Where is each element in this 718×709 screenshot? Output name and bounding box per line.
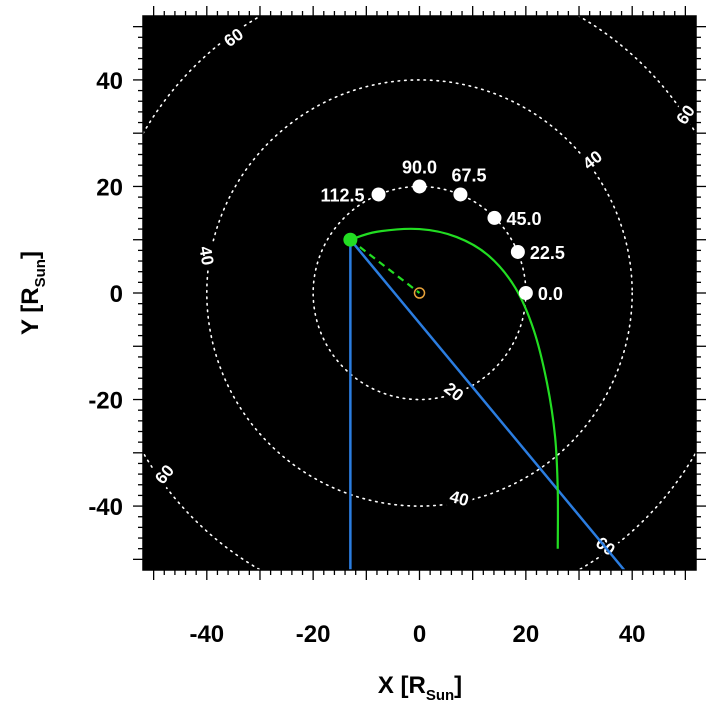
- y-tick-label: -40: [88, 494, 123, 521]
- contour-label-bg: [437, 375, 471, 408]
- data-point: [453, 187, 468, 202]
- blue-line-2: [349, 238, 626, 570]
- y-tick-label: 40: [96, 68, 123, 95]
- contour-label-40: 40: [195, 245, 217, 267]
- y-tick-label: 20: [96, 174, 123, 201]
- contour-circle-40: [206, 79, 633, 507]
- x-tick-label: -20: [296, 621, 331, 648]
- contour-label-bg: [217, 21, 250, 53]
- x-tick-label: 40: [619, 621, 646, 648]
- data-point: [371, 187, 386, 202]
- contour-label-bg: [148, 457, 181, 491]
- sun-marker: [413, 287, 426, 299]
- x-tick-label: 0: [413, 621, 426, 648]
- point-label: 22.5: [530, 243, 565, 263]
- point-label: 45.0: [506, 209, 541, 229]
- data-point: [518, 286, 533, 300]
- y-axis-title: Y [RSun]: [17, 251, 49, 335]
- data-point: [487, 210, 502, 225]
- point-label: 90.0: [402, 157, 437, 177]
- spacecraft-marker: [343, 232, 358, 247]
- contour-label-40: 40: [448, 487, 471, 510]
- y-tick-label: 0: [110, 281, 123, 308]
- contour-label-bg: [194, 241, 219, 271]
- data-point: [510, 244, 525, 259]
- data-point: [412, 179, 427, 194]
- dashed-line: [349, 238, 421, 294]
- point-label: 0.0: [538, 284, 563, 304]
- y-tick-label: -20: [88, 388, 123, 415]
- contour-label-bg: [444, 485, 475, 512]
- point-label: 67.5: [451, 165, 486, 185]
- x-tick-label: -40: [189, 621, 224, 648]
- contour-label-60: 60: [673, 102, 699, 128]
- x-axis-title: X [RSun]: [378, 672, 462, 704]
- contour-label-bg: [669, 98, 696, 131]
- x-tick-label: 20: [512, 621, 539, 648]
- contour-label-bg: [575, 143, 609, 176]
- green-curve: [350, 227, 560, 549]
- point-label: 112.5: [320, 185, 364, 205]
